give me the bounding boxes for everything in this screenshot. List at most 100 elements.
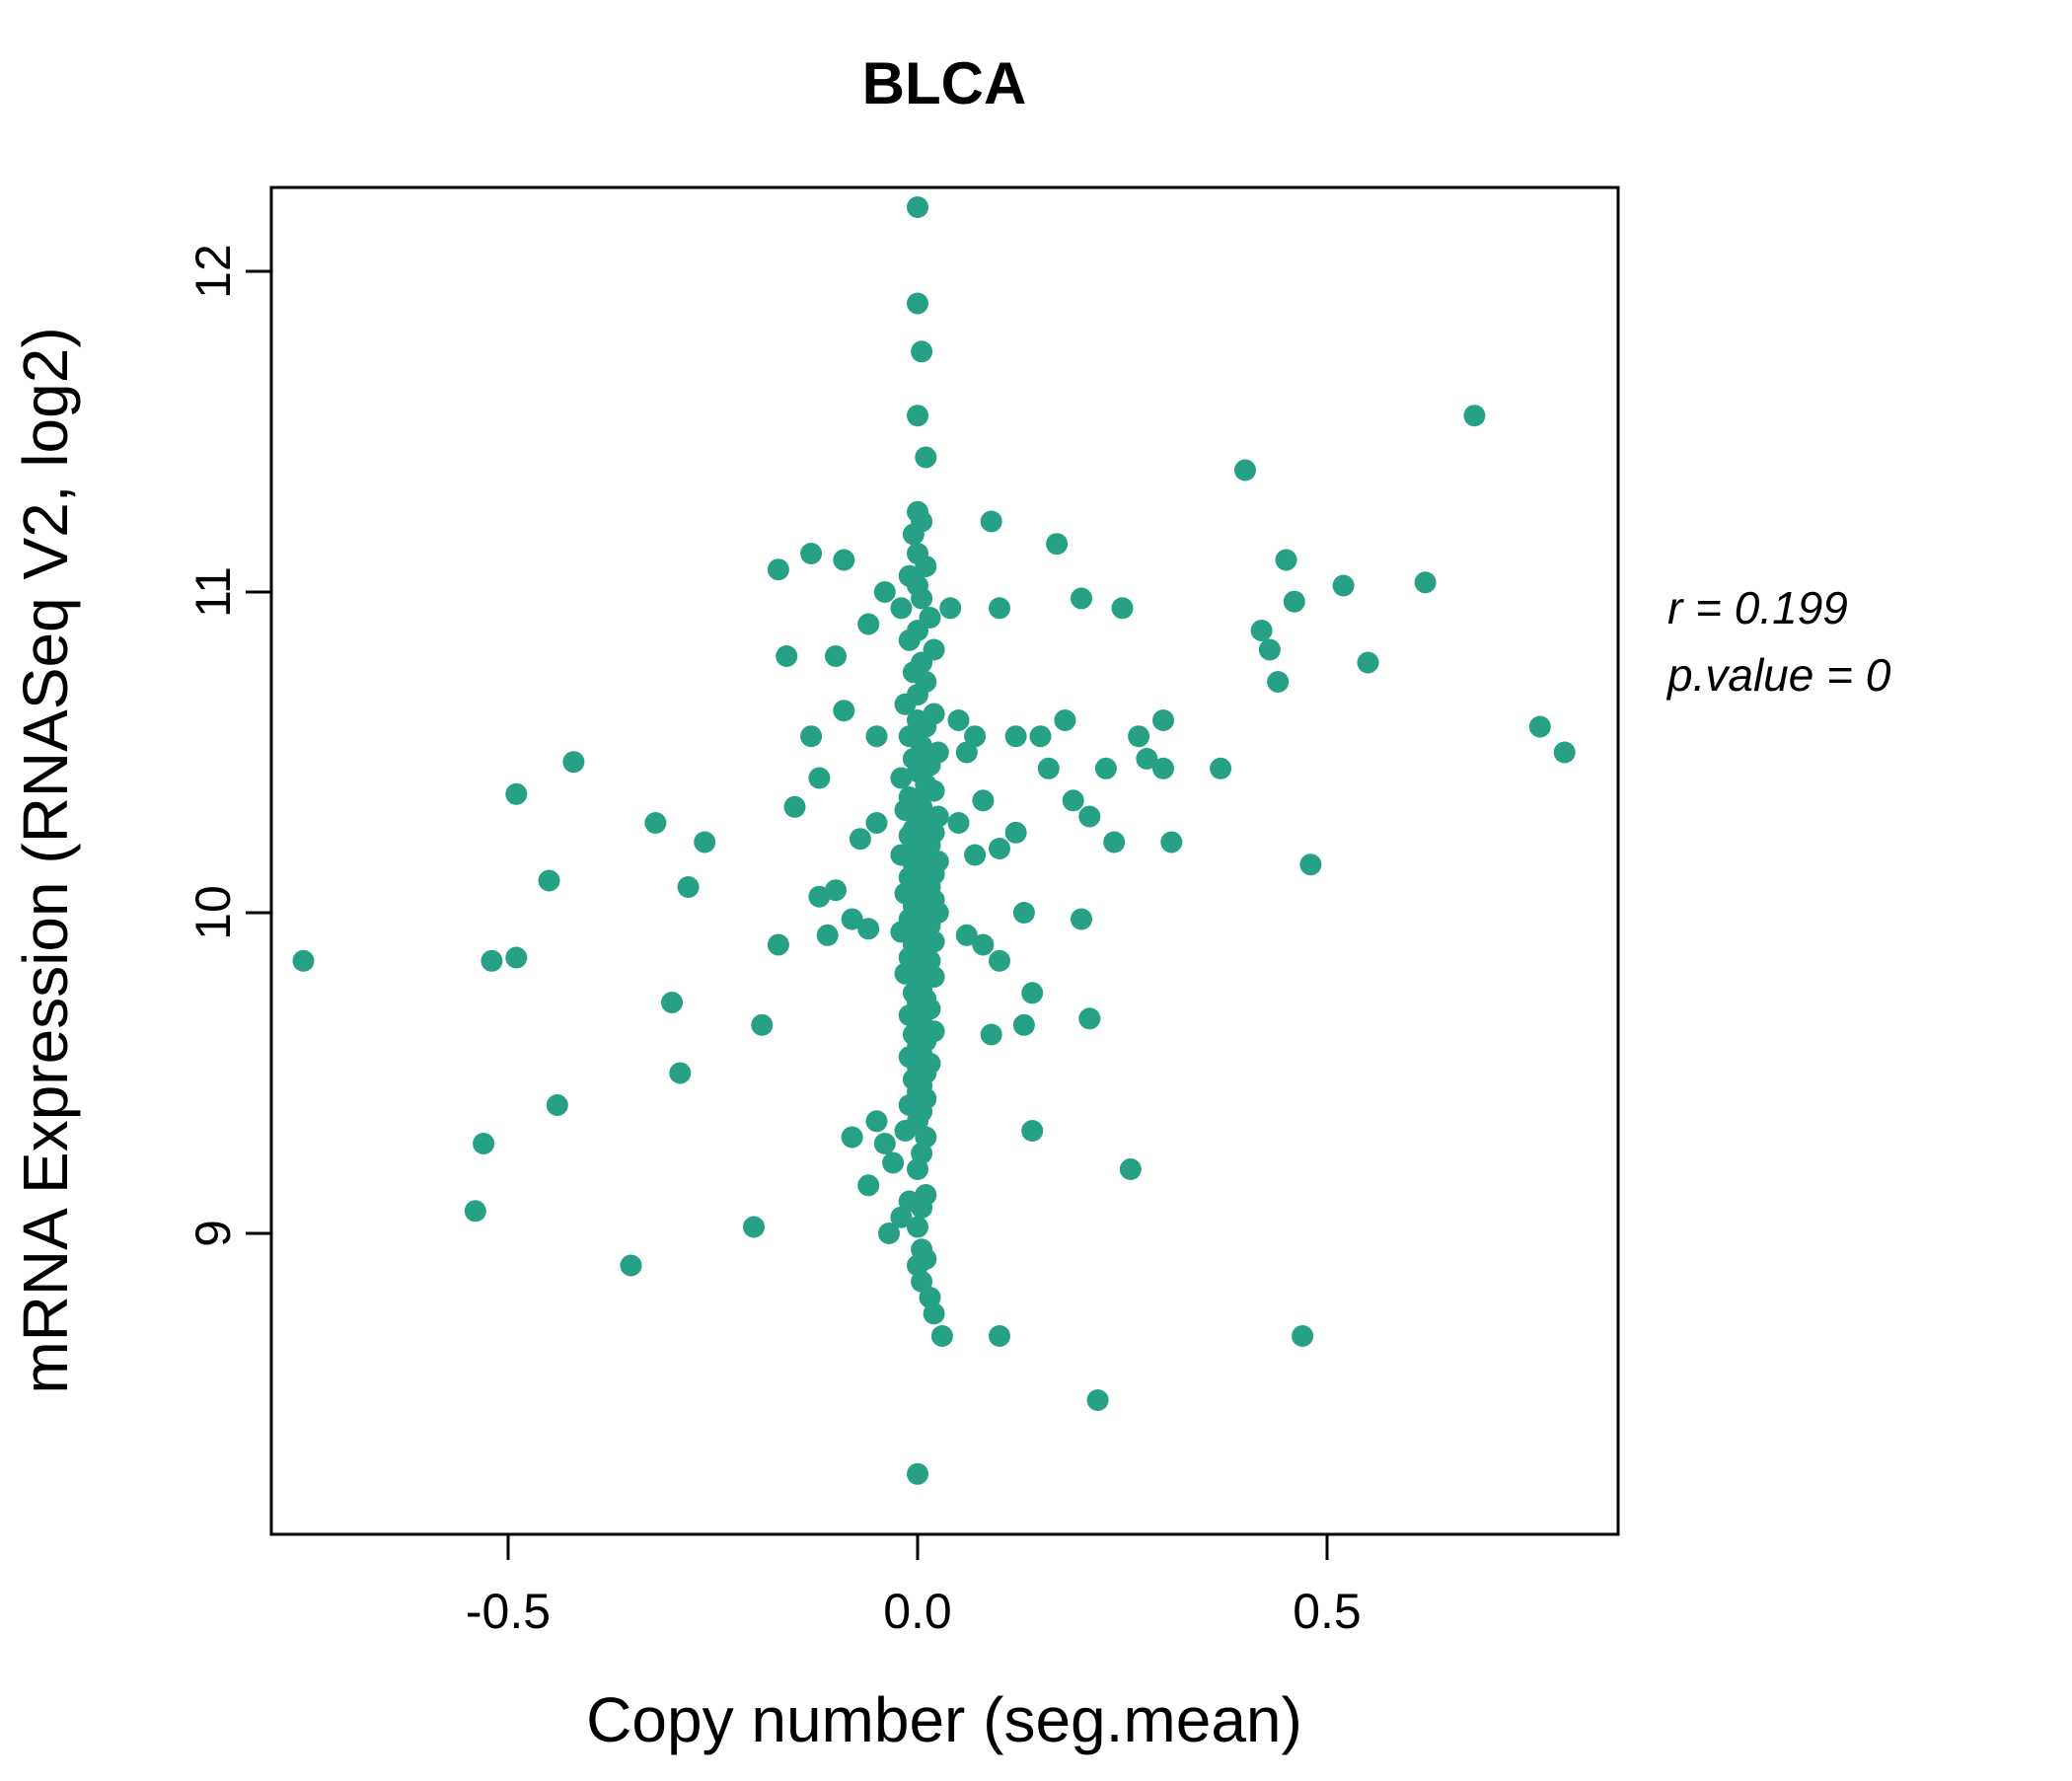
data-point: [989, 949, 1010, 972]
data-point: [873, 1133, 896, 1154]
data-point: [669, 1062, 692, 1084]
data-point: [923, 1302, 945, 1325]
data-point: [808, 885, 831, 908]
data-point: [1021, 1120, 1044, 1142]
data-point: [1078, 805, 1101, 828]
data-point: [505, 946, 528, 969]
x-axis-label: Copy number (seg.mean): [586, 1684, 1302, 1755]
data-point: [939, 597, 962, 620]
data-point: [980, 510, 1002, 533]
data-point: [907, 292, 928, 315]
data-point: [890, 767, 913, 789]
data-point: [1004, 725, 1027, 748]
data-point: [800, 725, 823, 748]
data-point: [1037, 757, 1060, 779]
data-point: [505, 782, 528, 805]
data-point: [907, 1216, 928, 1238]
data-point: [1029, 725, 1052, 748]
scatter-points-group: [292, 196, 1576, 1485]
data-point: [292, 949, 315, 972]
data-point: [955, 924, 978, 946]
data-point: [890, 597, 913, 620]
correlation-r-annotation: r = 0.199: [1667, 582, 1848, 633]
data-point: [620, 1254, 642, 1277]
data-point: [808, 767, 831, 789]
data-point: [783, 795, 806, 818]
data-point: [1463, 405, 1486, 427]
data-point: [890, 1206, 913, 1228]
data-point: [800, 543, 823, 564]
data-point: [816, 924, 839, 946]
data-point: [1078, 1007, 1101, 1030]
plot-area-border: [269, 186, 1620, 1536]
data-point: [546, 1094, 568, 1116]
data-point: [473, 1133, 495, 1154]
data-point: [907, 1462, 928, 1485]
data-point: [1086, 1389, 1109, 1411]
data-point: [964, 844, 987, 866]
data-point: [947, 812, 970, 834]
data-point: [849, 828, 871, 851]
data-point: [677, 876, 700, 898]
data-point: [562, 751, 585, 774]
data-point: [857, 1174, 880, 1197]
data-point: [1094, 757, 1117, 779]
data-point: [930, 1325, 953, 1347]
y-tick-label: 10: [185, 885, 241, 940]
data-point: [1267, 671, 1290, 693]
data-point: [1012, 1013, 1035, 1036]
data-point: [911, 587, 933, 610]
data-point: [751, 1013, 774, 1036]
data-point: [1528, 715, 1551, 738]
data-point: [865, 1110, 888, 1133]
data-point: [911, 1270, 933, 1293]
data-point: [907, 196, 928, 218]
y-tick-label: 9: [185, 1220, 241, 1247]
data-point: [1553, 741, 1576, 764]
data-point: [767, 558, 789, 581]
data-point: [989, 838, 1010, 859]
data-point: [1210, 757, 1232, 779]
data-point: [538, 869, 560, 892]
data-point: [833, 700, 855, 722]
data-point: [989, 597, 1010, 620]
data-point: [894, 693, 917, 715]
data-point: [902, 523, 925, 546]
x-tick-label: 0.0: [883, 1584, 952, 1639]
data-point: [767, 933, 789, 956]
y-axis-ticks: 9 10 11 12: [185, 244, 271, 1247]
data-point: [1160, 831, 1183, 853]
data-point: [1119, 1158, 1142, 1180]
data-point: [464, 1200, 486, 1223]
data-point: [825, 879, 847, 902]
data-point: [865, 725, 888, 748]
x-tick-label: 0.5: [1293, 1584, 1362, 1639]
data-point: [833, 549, 855, 571]
data-point: [1357, 651, 1379, 674]
y-tick-label: 12: [185, 244, 241, 299]
data-point: [1275, 549, 1297, 571]
data-point: [825, 645, 847, 667]
data-point: [1128, 725, 1150, 748]
data-point: [1136, 748, 1158, 770]
data-point: [865, 812, 888, 834]
data-point: [898, 629, 921, 651]
data-point: [644, 812, 667, 834]
data-point: [911, 340, 933, 363]
data-point: [882, 1151, 905, 1174]
data-point: [915, 446, 937, 469]
data-point: [1234, 459, 1256, 482]
y-axis-label: mRNA Expression (RNASeq V2, log2): [10, 327, 81, 1393]
data-point: [911, 1197, 933, 1219]
data-point: [1004, 821, 1027, 844]
data-point: [1292, 1325, 1314, 1347]
data-point: [915, 715, 937, 738]
data-point: [923, 779, 945, 802]
data-point: [894, 1120, 917, 1142]
data-point: [878, 1223, 900, 1244]
data-point: [907, 1158, 928, 1180]
data-point: [972, 789, 995, 812]
data-point: [481, 949, 503, 972]
